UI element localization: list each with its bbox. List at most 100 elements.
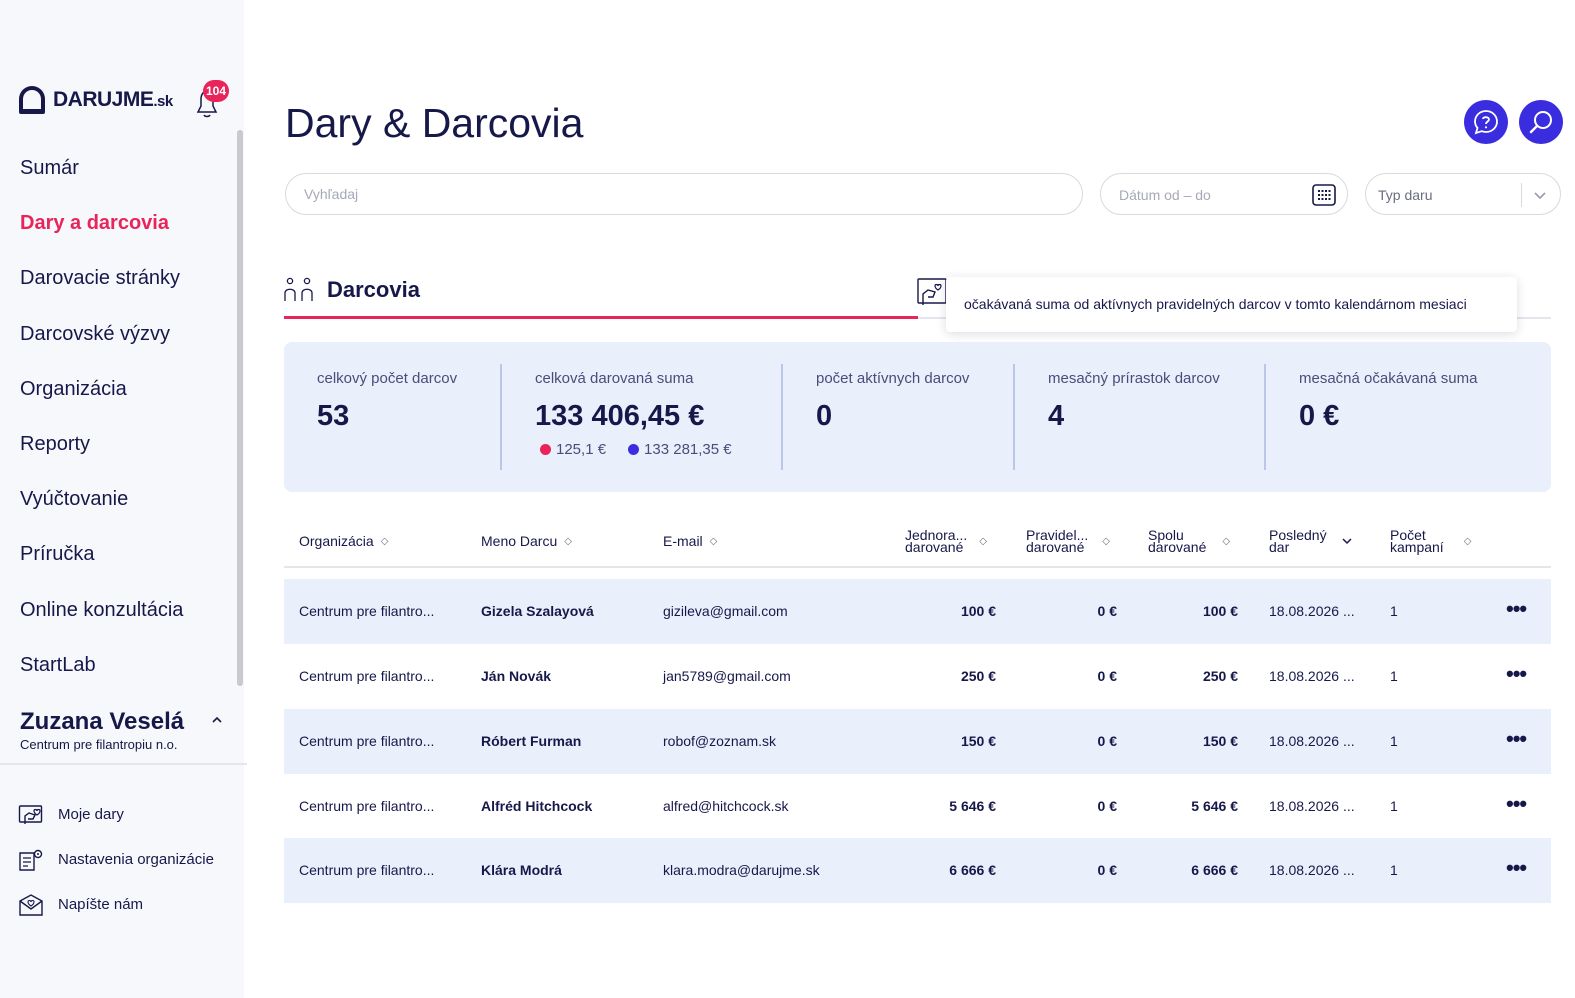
column-organizacia[interactable]: Organizácia ◇ [299, 533, 389, 549]
stat-label: počet aktívnych darcov [816, 370, 970, 387]
more-options-icon[interactable]: ••• [1506, 661, 1527, 686]
cell-email: gizileva@gmail.com [663, 603, 788, 619]
search-input[interactable] [285, 173, 1083, 215]
stat-divider [781, 364, 783, 470]
sidebar-item-startlab[interactable]: StartLab [20, 653, 96, 676]
chevron-down-icon [1534, 192, 1546, 200]
sort-icon: ◇ [979, 535, 987, 547]
cell-campaigns: 1 [1390, 862, 1398, 878]
sort-icon: ◇ [709, 535, 718, 547]
cell-regular: 0 € [1097, 603, 1117, 619]
stat-divider [1264, 364, 1266, 470]
date-placeholder: Dátum od – do [1119, 187, 1211, 203]
chevron-down-icon [1342, 538, 1352, 545]
cell-org: Centrum pre filantro... [299, 668, 435, 684]
section-tab-darcovia[interactable]: Darcovia [283, 277, 420, 303]
sidebar-item-sumar[interactable]: Sumár [20, 157, 79, 179]
user-panel[interactable]: Zuzana Veselá Centrum pre filantropiu n.… [20, 708, 240, 752]
stat-divider [1013, 364, 1015, 470]
stat-label: celkový počet darcov [317, 370, 458, 387]
cell-total: 6 666 € [1191, 862, 1238, 878]
column-jednorazovo-darovane[interactable]: Jednora... darované ◇ [905, 527, 987, 555]
stat-value: 4 [1048, 400, 1065, 432]
link-moje-dary[interactable]: Moje dary [18, 792, 214, 837]
column-posledny-dar[interactable]: Posledný dar [1269, 516, 1353, 566]
sidebar-item-darovacie-stranky[interactable]: Darovacie stránky [20, 267, 181, 290]
cell-campaigns: 1 [1390, 603, 1398, 619]
cell-one-time: 100 € [960, 603, 996, 619]
cell-name: Alfréd Hitchcock [481, 798, 593, 814]
type-select[interactable]: Typ daru [1365, 173, 1561, 215]
bottom-links: Moje dary Nastavenia organizácie Napíšte… [18, 792, 214, 927]
cell-one-time: 5 646 € [949, 798, 996, 814]
cell-org: Centrum pre filantro... [299, 862, 435, 878]
help-button[interactable] [1464, 100, 1508, 144]
sidebar-item-online-konzultacia[interactable]: Online konzultácia [20, 598, 184, 621]
search-icon [1529, 111, 1552, 134]
stat-sub-one: 125,1 € [556, 441, 607, 458]
user-org: Centrum pre filantropiu n.o. [20, 737, 178, 752]
cell-regular: 0 € [1097, 798, 1117, 814]
cell-org: Centrum pre filantro... [299, 603, 435, 619]
hand-heart-icon[interactable] [917, 278, 947, 306]
cell-one-time: 250 € [960, 668, 996, 684]
link-label: Napíšte nám [58, 896, 144, 913]
stats-panel: celkový počet darcov 53 celková darovaná… [284, 342, 1551, 492]
more-options-icon[interactable]: ••• [1506, 726, 1527, 751]
hand-heart-icon [18, 804, 43, 824]
stat-value: 0 [816, 400, 833, 432]
settings-doc-icon [19, 849, 43, 871]
sidebar-item-reporty[interactable]: Reporty [20, 432, 91, 455]
calendar-icon[interactable] [1311, 183, 1337, 207]
chevron-up-icon[interactable] [211, 714, 223, 726]
cell-email: robof@zoznam.sk [663, 733, 777, 749]
select-separator [1521, 183, 1522, 207]
logo[interactable]: DARUJME.sk [19, 86, 173, 114]
table-row[interactable]: Centrum pre filantro... Gizela Szalayová… [284, 579, 1551, 644]
cell-email: jan5789@gmail.com [663, 668, 791, 684]
stat-label: mesačná očakávaná suma [1299, 370, 1478, 387]
link-nastavenia-organizacie[interactable]: Nastavenia organizácie [18, 837, 214, 882]
sidebar: DARUJME.sk 104 Sumár Dary a darcovia Dar… [0, 0, 247, 998]
table-row[interactable]: Centrum pre filantro... Ján Novák jan578… [284, 644, 1551, 709]
logo-mark-icon [19, 86, 45, 114]
column-pocet-kampani[interactable]: Počet kampaní ◇ [1390, 527, 1472, 555]
stat-divider [500, 364, 502, 470]
date-range-input[interactable]: Dátum od – do [1100, 173, 1348, 215]
sidebar-scrollbar[interactable] [237, 130, 243, 686]
search-button[interactable] [1519, 100, 1563, 144]
table-row[interactable]: Centrum pre filantro... Klára Modrá klar… [284, 838, 1551, 903]
sidebar-item-prirucka[interactable]: Príručka [20, 543, 95, 566]
notification-badge[interactable]: 104 [203, 80, 230, 102]
cell-campaigns: 1 [1390, 798, 1398, 814]
more-options-icon[interactable]: ••• [1506, 596, 1527, 621]
cell-campaigns: 1 [1390, 668, 1398, 684]
stat-value: 133 406,45 € [535, 400, 705, 432]
sidebar-item-darcovske-vyzvy[interactable]: Darcovské výzvy [20, 322, 171, 345]
column-pravidelne-darovane[interactable]: Pravidel... darované ◇ [1026, 527, 1110, 555]
stat-value: 0 € [1299, 400, 1340, 432]
table-row[interactable]: Centrum pre filantro... Alfréd Hitchcock… [284, 774, 1551, 839]
table-header: Organizácia ◇ Meno Darcu ◇ E-mail ◇ Jednora… [284, 516, 1551, 568]
cell-total: 150 € [1202, 733, 1238, 749]
column-email[interactable]: E-mail ◇ [663, 533, 718, 549]
column-spolu-darovane[interactable]: Spolu darované ◇ [1148, 527, 1231, 555]
cell-org: Centrum pre filantro... [299, 733, 435, 749]
logo-name: DARUJME [53, 88, 154, 111]
cell-last: 18.08.2026 ... [1269, 668, 1355, 684]
cell-one-time: 150 € [960, 733, 996, 749]
red-dot-icon [540, 444, 551, 455]
sidebar-item-organizacia[interactable]: Organizácia [20, 377, 127, 400]
more-options-icon[interactable]: ••• [1506, 791, 1527, 816]
sidebar-item-vyuctovanie[interactable]: Vyúčtovanie [20, 488, 129, 511]
stat-breakdown: 125,1 € 133 281,35 € [540, 441, 732, 458]
table-row[interactable]: Centrum pre filantro... Róbert Furman ro… [284, 709, 1551, 774]
column-meno-darcu[interactable]: Meno Darcu ◇ [481, 533, 572, 549]
blue-dot-icon [628, 444, 640, 455]
cell-regular: 0 € [1097, 668, 1117, 684]
cell-last: 18.08.2026 ... [1269, 862, 1355, 878]
sidebar-item-dary-a-darcovia[interactable]: Dary a darcovia [20, 212, 169, 235]
sort-icon: ◇ [1102, 535, 1110, 547]
more-options-icon[interactable]: ••• [1506, 855, 1527, 880]
link-napiste-nam[interactable]: Napíšte nám [18, 882, 214, 927]
